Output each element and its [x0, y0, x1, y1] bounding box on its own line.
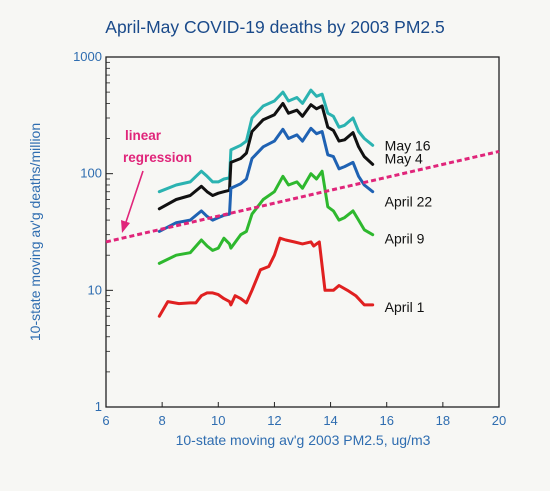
x-tick-label: 10	[211, 413, 225, 428]
plot-frame	[105, 56, 500, 408]
y-tick-label: 1000	[73, 49, 102, 64]
series-line-april-9	[157, 169, 375, 265]
x-tick-label: 12	[267, 413, 281, 428]
y-tick-label: 1	[95, 399, 102, 414]
x-tick-label: 18	[436, 413, 450, 428]
regression-label-line-1: linear	[125, 128, 162, 143]
series-line-april-1	[157, 236, 375, 318]
y-axis-ticks: 1 10 100 1000	[73, 49, 113, 414]
regression-label-line-2: regression	[123, 150, 192, 165]
regression-arrow-head	[121, 220, 130, 233]
chart-title: April-May COVID-19 deaths by 2003 PM2.5	[105, 17, 444, 37]
regression-arrow-shaft	[124, 170, 144, 226]
x-axis-label: 10-state moving av'g 2003 PM2.5, ug/m3	[176, 432, 431, 448]
x-tick-label: 14	[323, 413, 337, 428]
y-tick-label: 100	[80, 166, 102, 181]
series-label: April 9	[385, 231, 425, 247]
series-label: April 1	[385, 299, 425, 315]
x-tick-label: 8	[159, 413, 166, 428]
series-label: May 16	[385, 137, 431, 153]
y-tick-label: 10	[88, 282, 102, 297]
series-label: May 4	[385, 150, 423, 166]
series-label: April 22	[385, 194, 433, 210]
series-lines	[157, 88, 375, 318]
y-axis-label: 10-state moving av'g deaths/million	[27, 123, 43, 341]
series-line-may-16	[157, 88, 375, 194]
series-line-may-4	[157, 101, 375, 211]
regression-line	[105, 149, 500, 244]
x-tick-label: 20	[492, 413, 506, 428]
x-tick-label: 16	[379, 413, 393, 428]
x-tick-label: 6	[102, 413, 109, 428]
x-axis-ticks: 6 8 10 12 14 16 18 20	[102, 402, 506, 428]
series-line-april-22	[157, 126, 375, 233]
